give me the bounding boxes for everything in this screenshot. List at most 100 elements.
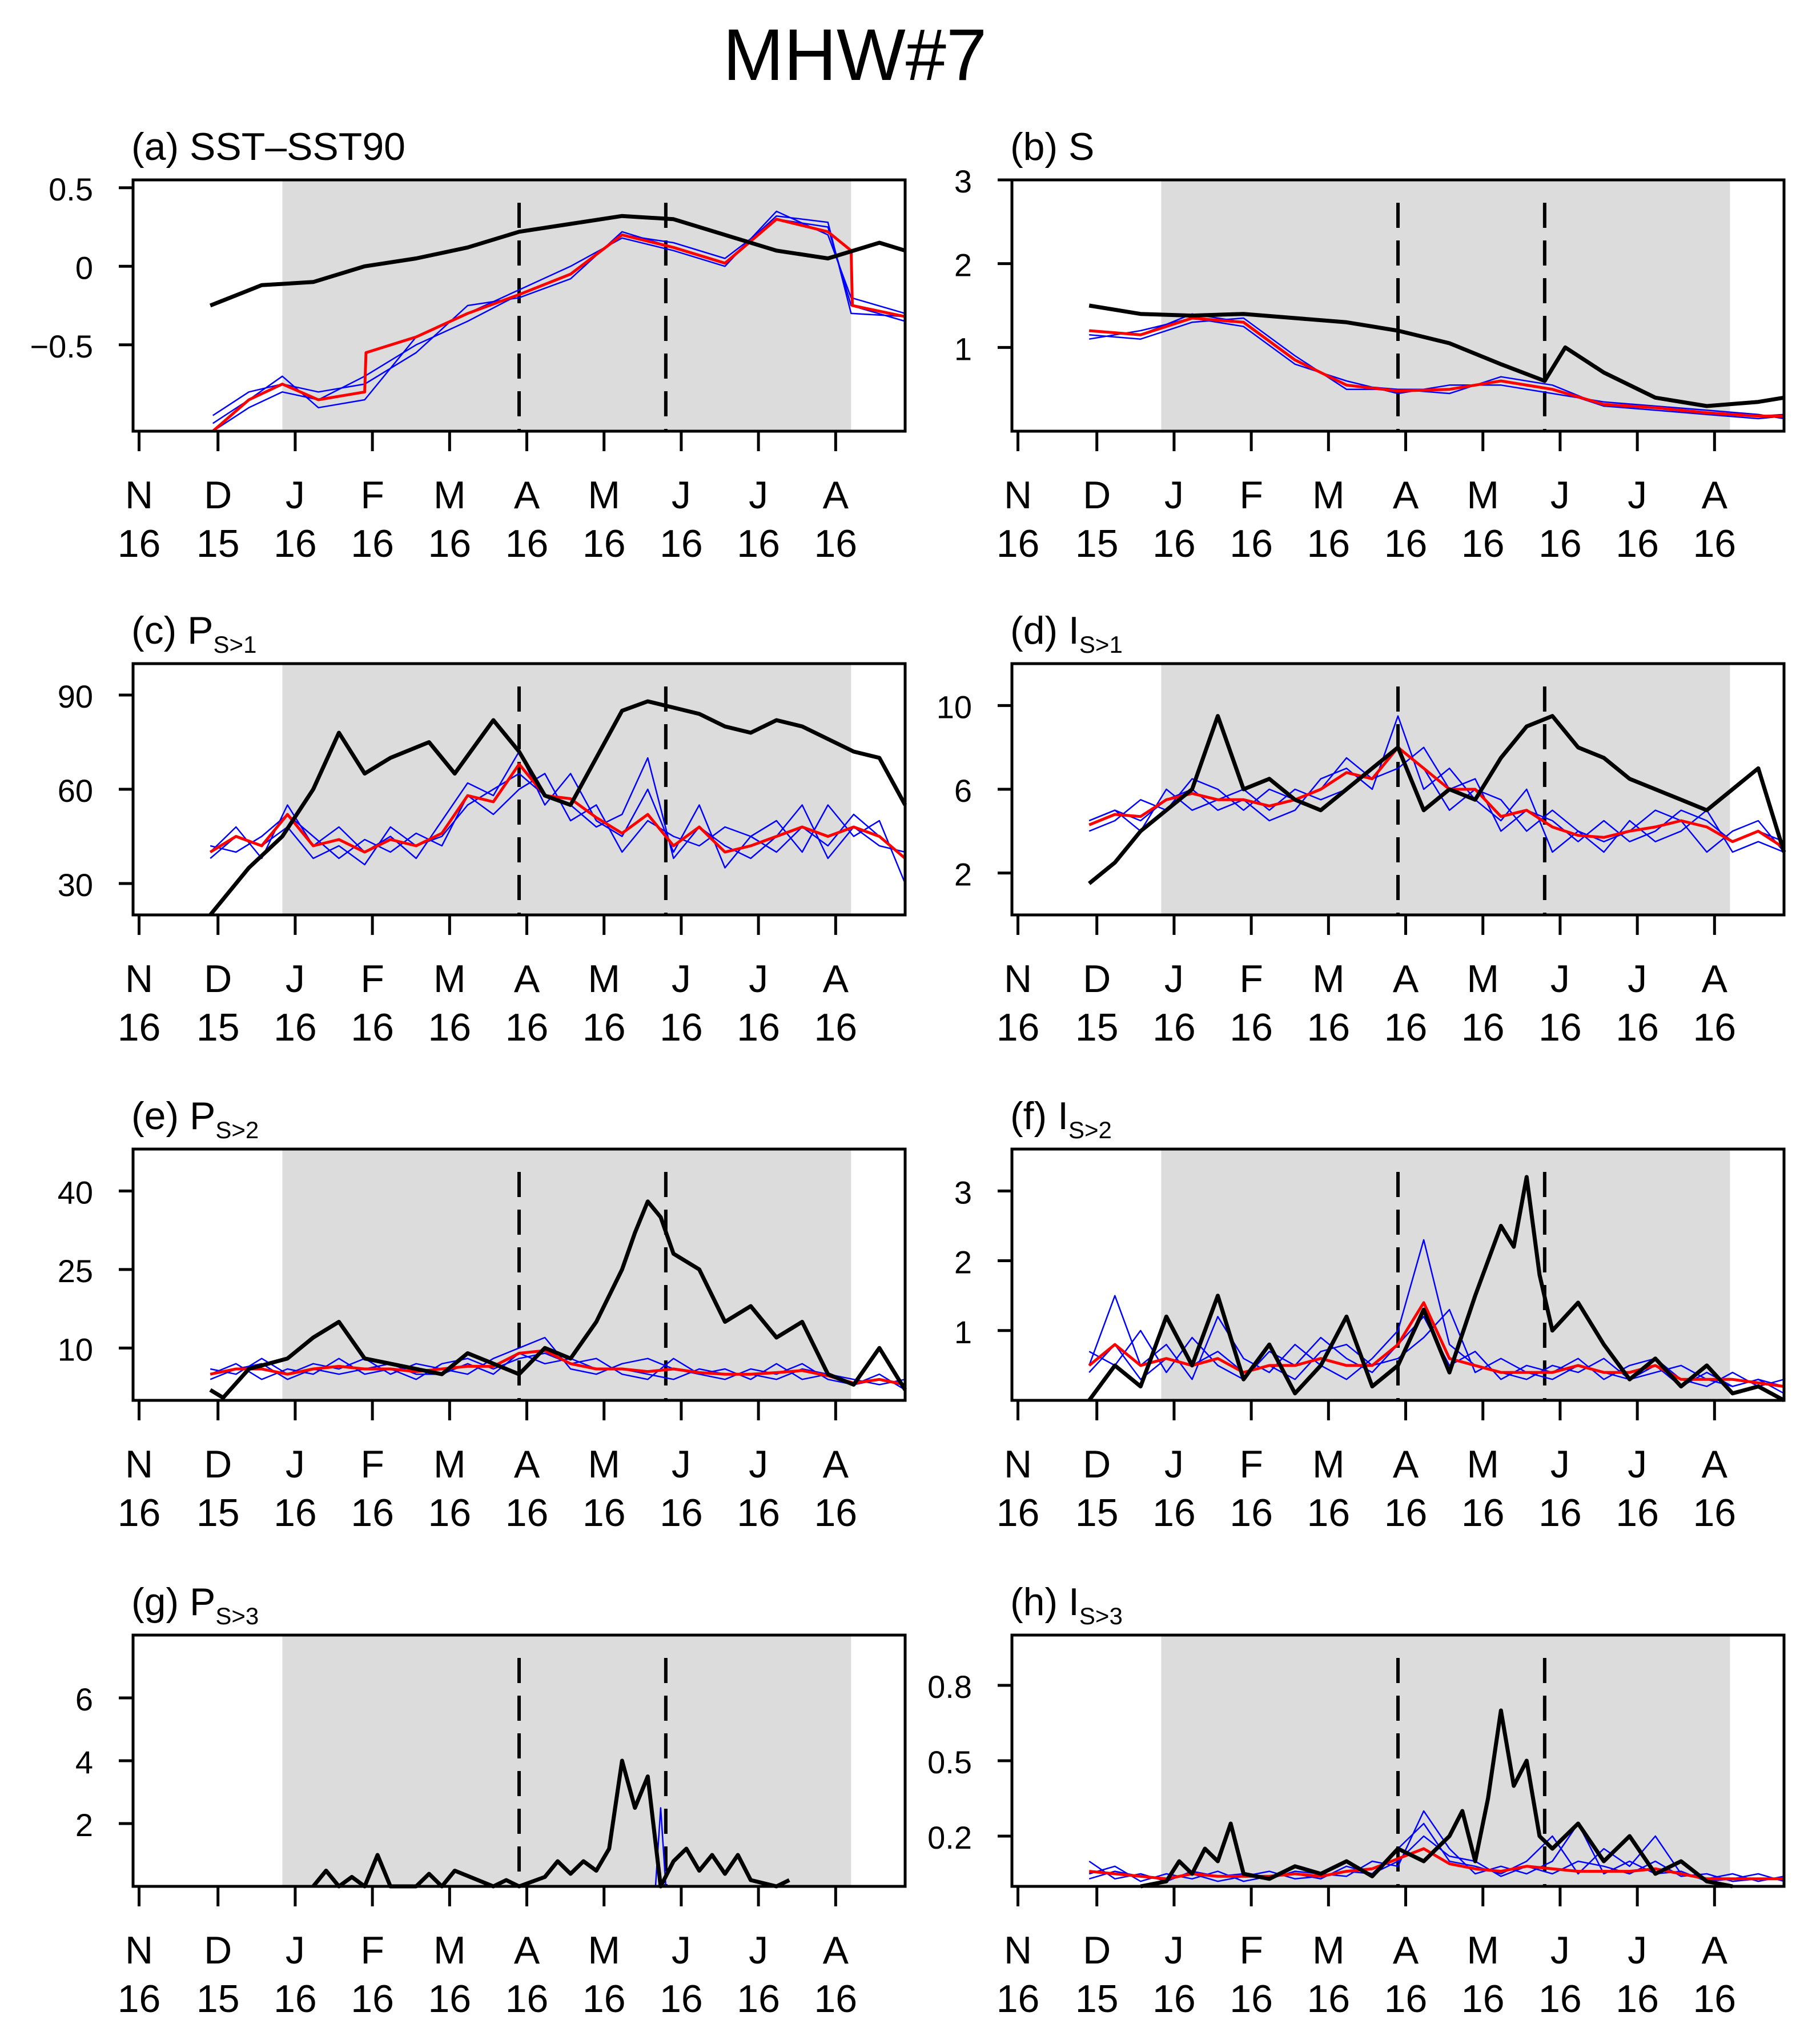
panel-e-title: (e) PS>2 <box>131 1094 259 1143</box>
panel-h-series-ensemble-mean <box>1088 1847 1784 1881</box>
panel-h-xtick-year-9: 16 <box>1693 1977 1736 2021</box>
panel-g-xtick-year-7: 16 <box>660 1977 703 2021</box>
panel-d-xtick-year-3: 16 <box>1230 1006 1273 1049</box>
panel-f-series-observed <box>1087 1175 1785 1403</box>
panel-a-xtick-month-7: J <box>672 473 691 517</box>
panel-g-xtick-year-9: 16 <box>814 1977 857 2021</box>
panel-f-xtick-year-6: 16 <box>1461 1491 1505 1535</box>
panel-d-ytick-label-2: 10 <box>937 689 972 725</box>
panel-a-frame <box>131 178 907 433</box>
panel-h-xtick-month-9: A <box>1702 1929 1728 1972</box>
panel-h-xtick-month-7: J <box>1550 1929 1570 1972</box>
figure-title: MHW#7 <box>723 14 987 96</box>
panel-e-xtick-year-9: 16 <box>814 1491 857 1535</box>
panel-e-xtick-month-1: D <box>204 1443 232 1486</box>
panel-a-series-ensemble-mean <box>212 218 906 432</box>
panel-f-ytick-label-1: 2 <box>954 1244 972 1280</box>
panel-g-xtick-year-2: 16 <box>274 1977 317 2021</box>
panel-e-xtick-year-5: 16 <box>505 1491 549 1535</box>
panel-e-series-ensemble-mean <box>210 1349 906 1386</box>
panel-g-xtick-month-9: A <box>823 1929 849 1972</box>
panel-g-xtick-year-6: 16 <box>582 1977 626 2021</box>
panel-d-xtick-month-7: J <box>1550 957 1570 1001</box>
panel-g-ytick-label-2: 6 <box>75 1681 93 1717</box>
panel-h-title-subscript: S>3 <box>1079 1603 1123 1629</box>
panel-f-xtick-year-2: 16 <box>1152 1491 1196 1535</box>
panel-d: N 16 D 15 J 16 F 16 M 16 A 16 M 16 J 16 J 16 A 16 2 6 10 (d) IS… <box>937 609 1786 1049</box>
panel-c-xtick-year-9: 16 <box>814 1006 857 1049</box>
panel-d-series-member-3 <box>1088 746 1785 853</box>
panel-b-xtick-month-8: J <box>1628 473 1647 517</box>
panel-b-xtick-month-3: F <box>1239 473 1263 517</box>
panel-a-xtick-year-2: 16 <box>274 522 317 565</box>
panel-f-title-subscript: S>2 <box>1068 1117 1112 1143</box>
panel-c-xtick-month-7: J <box>672 957 691 1001</box>
panel-h: N 16 D 15 J 16 F 16 M 16 A 16 M 16 J 16 J 16 A 16 0.2 0.5 0.8 (… <box>927 1580 1786 2021</box>
panel-b-xtick-year-1: 15 <box>1075 522 1119 565</box>
panel-f-xtick-month-5: A <box>1393 1443 1419 1486</box>
panel-f-series-member-3 <box>1088 1308 1785 1394</box>
panel-a-series-observed <box>209 214 906 308</box>
panel-d-xtick-year-2: 16 <box>1152 1006 1196 1049</box>
panel-g-xtick-month-2: J <box>286 1929 305 1972</box>
panel-b-xtick-month-2: J <box>1164 473 1184 517</box>
panel-e-xtick-month-4: M <box>433 1443 466 1486</box>
panel-c-ytick-label-1: 60 <box>58 773 93 809</box>
panel-f-series-member-1 <box>1088 1239 1785 1387</box>
panel-d-ytick-label-0: 2 <box>954 857 972 893</box>
panel-h-title: (h) IS>3 <box>1010 1580 1123 1629</box>
panel-c-xtick-year-7: 16 <box>660 1006 703 1049</box>
panel-g-xtick-month-4: M <box>433 1929 466 1972</box>
panel-d-xtick-month-9: A <box>1702 957 1728 1001</box>
panel-g-ytick-label-1: 4 <box>75 1744 93 1780</box>
panel-f: N 16 D 15 J 16 F 16 M 16 A 16 M 16 J 16 J 16 A 16 1 2 3 (f) IS>… <box>954 1094 1786 1535</box>
panel-e-xtick-month-9: A <box>823 1443 849 1486</box>
panel-e-ytick-label-2: 40 <box>58 1174 93 1210</box>
panel-g-xtick-month-0: N <box>125 1929 153 1972</box>
panel-f-xtick-month-6: M <box>1466 1443 1499 1486</box>
panel-g-xtick-month-6: M <box>588 1929 620 1972</box>
panel-e-xtick-year-1: 15 <box>196 1491 240 1535</box>
panel-d-xtick-month-4: M <box>1312 957 1345 1001</box>
panel-h-ytick-label-1: 0.5 <box>927 1744 972 1780</box>
panel-d-series-ensemble-mean <box>1088 746 1785 849</box>
panel-d-xtick-year-9: 16 <box>1693 1006 1736 1049</box>
panel-g-xtick-month-1: D <box>204 1929 232 1972</box>
panel-e-xtick-month-2: J <box>286 1443 305 1486</box>
panel-e-xtick-year-7: 16 <box>660 1491 703 1535</box>
panel-d-xtick-month-1: D <box>1083 957 1111 1001</box>
panel-e-xtick-month-3: F <box>360 1443 384 1486</box>
panel-f-ytick-label-0: 1 <box>954 1314 972 1350</box>
panel-h-xtick-year-6: 16 <box>1461 1977 1505 2021</box>
panel-f-xtick-month-8: J <box>1628 1443 1647 1486</box>
panel-h-xtick-month-2: J <box>1164 1929 1184 1972</box>
panel-g-series-observed <box>311 1758 790 1889</box>
panel-b-xtick-year-5: 16 <box>1384 522 1428 565</box>
panel-d-xtick-year-0: 16 <box>997 1006 1040 1049</box>
panel-b-ytick-label-0: 1 <box>954 331 972 367</box>
panel-b-xtick-year-9: 16 <box>1693 522 1736 565</box>
panel-g-xtick-year-5: 16 <box>505 1977 549 2021</box>
panel-d-xtick-month-6: M <box>1466 957 1499 1001</box>
panel-b-xtick-month-1: D <box>1083 473 1111 517</box>
panel-h-xtick-month-1: D <box>1083 1929 1111 1972</box>
panel-c-xtick-month-2: J <box>286 957 305 1001</box>
panel-a-xtick-year-8: 16 <box>737 522 780 565</box>
panel-c-xtick-month-0: N <box>125 957 153 1001</box>
panel-a-xtick-year-4: 16 <box>428 522 471 565</box>
panel-g: N 16 D 15 J 16 F 16 M 16 A 16 M 16 J 16 J 16 A 16 2 4 6 (g) PS>… <box>75 1580 907 2021</box>
panel-f-title: (f) IS>2 <box>1010 1094 1112 1143</box>
panel-a-ytick-label-2: −0.5 <box>30 328 93 364</box>
panel-a-xtick-month-6: M <box>588 473 620 517</box>
panel-a-xtick-month-8: J <box>749 473 768 517</box>
panel-a-xtick-year-3: 16 <box>351 522 394 565</box>
panel-e-xtick-year-0: 16 <box>118 1491 161 1535</box>
panel-f-xtick-month-2: J <box>1164 1443 1184 1486</box>
panel-a-xtick-month-9: A <box>823 473 849 517</box>
panel-d-xtick-year-8: 16 <box>1616 1006 1659 1049</box>
panel-d-shading <box>1161 664 1730 915</box>
panel-g-xtick-year-3: 16 <box>351 1977 394 2021</box>
panel-h-xtick-year-4: 16 <box>1307 1977 1350 2021</box>
panel-f-xtick-year-9: 16 <box>1693 1491 1736 1535</box>
